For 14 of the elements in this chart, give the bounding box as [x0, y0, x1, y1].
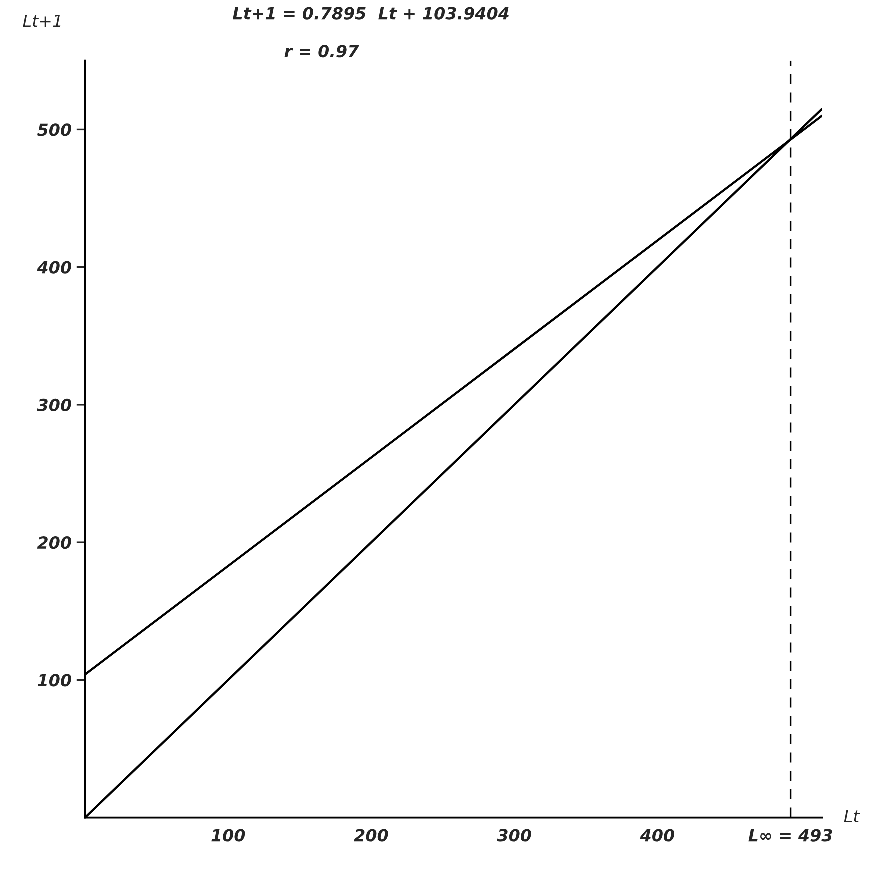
x-tick-label: 200	[354, 829, 388, 842]
y-tick-label: 500	[37, 124, 72, 136]
x-tick-label: 300	[497, 829, 532, 842]
x-tick-label: L∞ = 493	[748, 829, 832, 842]
text: Lt+1 = 0.7895 Lt + 103.9404	[233, 7, 509, 20]
y-tick-label: 100	[38, 674, 72, 687]
x-axis-title: Lt	[844, 810, 860, 822]
y-tick-label: 300	[37, 398, 72, 412]
text: r = 0.97	[284, 45, 360, 58]
x-tick-label: 100	[212, 829, 246, 842]
y-tick-label: 200	[37, 536, 72, 550]
y-axis-title: Lt+1	[23, 15, 61, 28]
x-tick-label: 400	[640, 829, 675, 842]
y-tick-label: 400	[37, 261, 72, 274]
